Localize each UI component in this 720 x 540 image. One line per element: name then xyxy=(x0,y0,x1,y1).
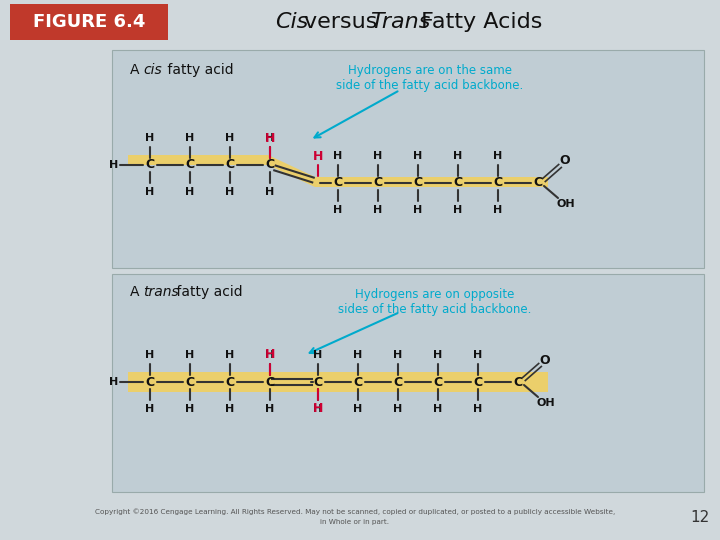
Text: H: H xyxy=(312,150,323,163)
Text: C: C xyxy=(313,375,323,388)
Text: H: H xyxy=(374,151,382,161)
Text: H: H xyxy=(185,187,194,197)
Text: H: H xyxy=(312,402,323,415)
Text: C: C xyxy=(454,177,462,190)
Text: 12: 12 xyxy=(690,510,710,525)
Text: H: H xyxy=(266,133,274,143)
Text: H: H xyxy=(413,205,423,215)
Text: H: H xyxy=(185,133,194,143)
Text: H: H xyxy=(333,205,343,215)
Text: H: H xyxy=(109,377,119,387)
Text: A: A xyxy=(130,63,144,77)
Text: H: H xyxy=(266,187,274,197)
Text: H: H xyxy=(354,404,363,414)
Text: H: H xyxy=(433,404,443,414)
Polygon shape xyxy=(128,155,548,187)
Text: C: C xyxy=(474,375,482,388)
Text: C: C xyxy=(374,177,382,190)
Text: A: A xyxy=(130,285,144,299)
Text: H: H xyxy=(374,205,382,215)
Text: H: H xyxy=(185,404,194,414)
Text: O: O xyxy=(559,154,570,167)
Text: FIGURE 6.4: FIGURE 6.4 xyxy=(33,13,145,31)
Text: H: H xyxy=(393,404,402,414)
Text: H: H xyxy=(413,151,423,161)
Text: H: H xyxy=(454,205,463,215)
Text: H: H xyxy=(145,404,155,414)
Text: Trans: Trans xyxy=(370,12,431,32)
Text: Cis: Cis xyxy=(275,12,308,32)
Text: H: H xyxy=(354,350,363,360)
Text: cis: cis xyxy=(143,63,162,77)
Text: H: H xyxy=(473,350,482,360)
Text: in Whole or in part.: in Whole or in part. xyxy=(320,519,390,525)
Bar xyxy=(10,4,168,40)
Text: C: C xyxy=(225,375,235,388)
Polygon shape xyxy=(128,372,548,392)
Text: H: H xyxy=(145,187,155,197)
Text: H: H xyxy=(145,133,155,143)
Text: H: H xyxy=(225,404,235,414)
Text: C: C xyxy=(145,375,155,388)
Text: C: C xyxy=(266,159,274,172)
Bar xyxy=(112,50,704,268)
Text: Fatty Acids: Fatty Acids xyxy=(414,12,542,32)
Text: H: H xyxy=(493,151,503,161)
Text: H: H xyxy=(493,205,503,215)
Text: H: H xyxy=(225,350,235,360)
Text: Copyright ©2016 Cengage Learning. All Rights Reserved. May not be scanned, copie: Copyright ©2016 Cengage Learning. All Ri… xyxy=(95,509,615,515)
Text: trans: trans xyxy=(143,285,179,299)
Text: Hydrogens are on opposite
sides of the fatty acid backbone.: Hydrogens are on opposite sides of the f… xyxy=(338,288,531,316)
Text: C: C xyxy=(393,375,402,388)
Text: Hydrogens are on the same
side of the fatty acid backbone.: Hydrogens are on the same side of the fa… xyxy=(336,64,523,92)
Text: H: H xyxy=(145,350,155,360)
Text: H: H xyxy=(109,160,119,170)
Text: H: H xyxy=(454,151,463,161)
Text: OH: OH xyxy=(536,398,555,408)
Text: H: H xyxy=(265,132,275,145)
Text: H: H xyxy=(393,350,402,360)
Text: H: H xyxy=(433,350,443,360)
Text: C: C xyxy=(225,159,235,172)
Text: C: C xyxy=(333,177,343,190)
Text: C: C xyxy=(354,375,363,388)
Text: C: C xyxy=(413,177,423,190)
Text: C: C xyxy=(186,375,194,388)
Text: H: H xyxy=(266,350,274,360)
Text: C: C xyxy=(513,375,523,388)
Text: C: C xyxy=(493,177,503,190)
Text: C: C xyxy=(534,177,543,190)
Text: C: C xyxy=(145,159,155,172)
Text: C: C xyxy=(186,159,194,172)
Text: H: H xyxy=(225,133,235,143)
Text: H: H xyxy=(313,350,323,360)
Text: OH: OH xyxy=(557,199,575,209)
Text: H: H xyxy=(473,404,482,414)
Text: fatty acid: fatty acid xyxy=(163,63,233,77)
Text: H: H xyxy=(333,151,343,161)
Text: fatty acid: fatty acid xyxy=(172,285,243,299)
Text: H: H xyxy=(313,404,323,414)
Text: H: H xyxy=(225,187,235,197)
Text: C: C xyxy=(433,375,443,388)
Bar xyxy=(112,274,704,492)
Text: H: H xyxy=(266,404,274,414)
Text: H: H xyxy=(265,348,275,361)
Text: versus: versus xyxy=(304,12,384,32)
Text: C: C xyxy=(266,375,274,388)
Text: H: H xyxy=(185,350,194,360)
Text: O: O xyxy=(540,354,550,367)
